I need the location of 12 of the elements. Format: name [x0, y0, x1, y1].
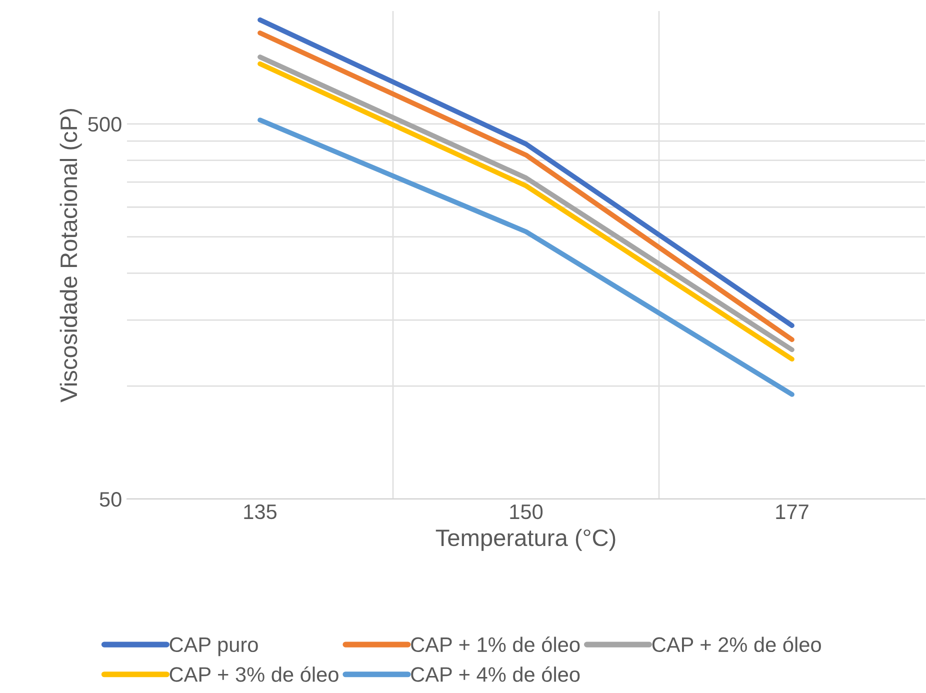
x-tick-label: 177: [776, 504, 808, 519]
y-axis-title: Viscosidade Rotacional (cP): [60, 109, 82, 402]
x-tick-label: 150: [510, 504, 543, 520]
x-axis-title: Temperatura (°C): [436, 528, 616, 551]
legend-label: CAP puro: [170, 637, 258, 656]
y-tick-label: 500: [88, 116, 122, 132]
y-tick-label: 50: [100, 492, 122, 507]
x-tick-label: 135: [244, 504, 277, 520]
legend-label: CAP + 4% de óleo: [411, 666, 580, 682]
legend-label: CAP + 2% de óleo: [652, 636, 821, 652]
legend-label: CAP + 1% de óleo: [411, 636, 580, 652]
legend-label: CAP + 3% de óleo: [170, 666, 338, 682]
